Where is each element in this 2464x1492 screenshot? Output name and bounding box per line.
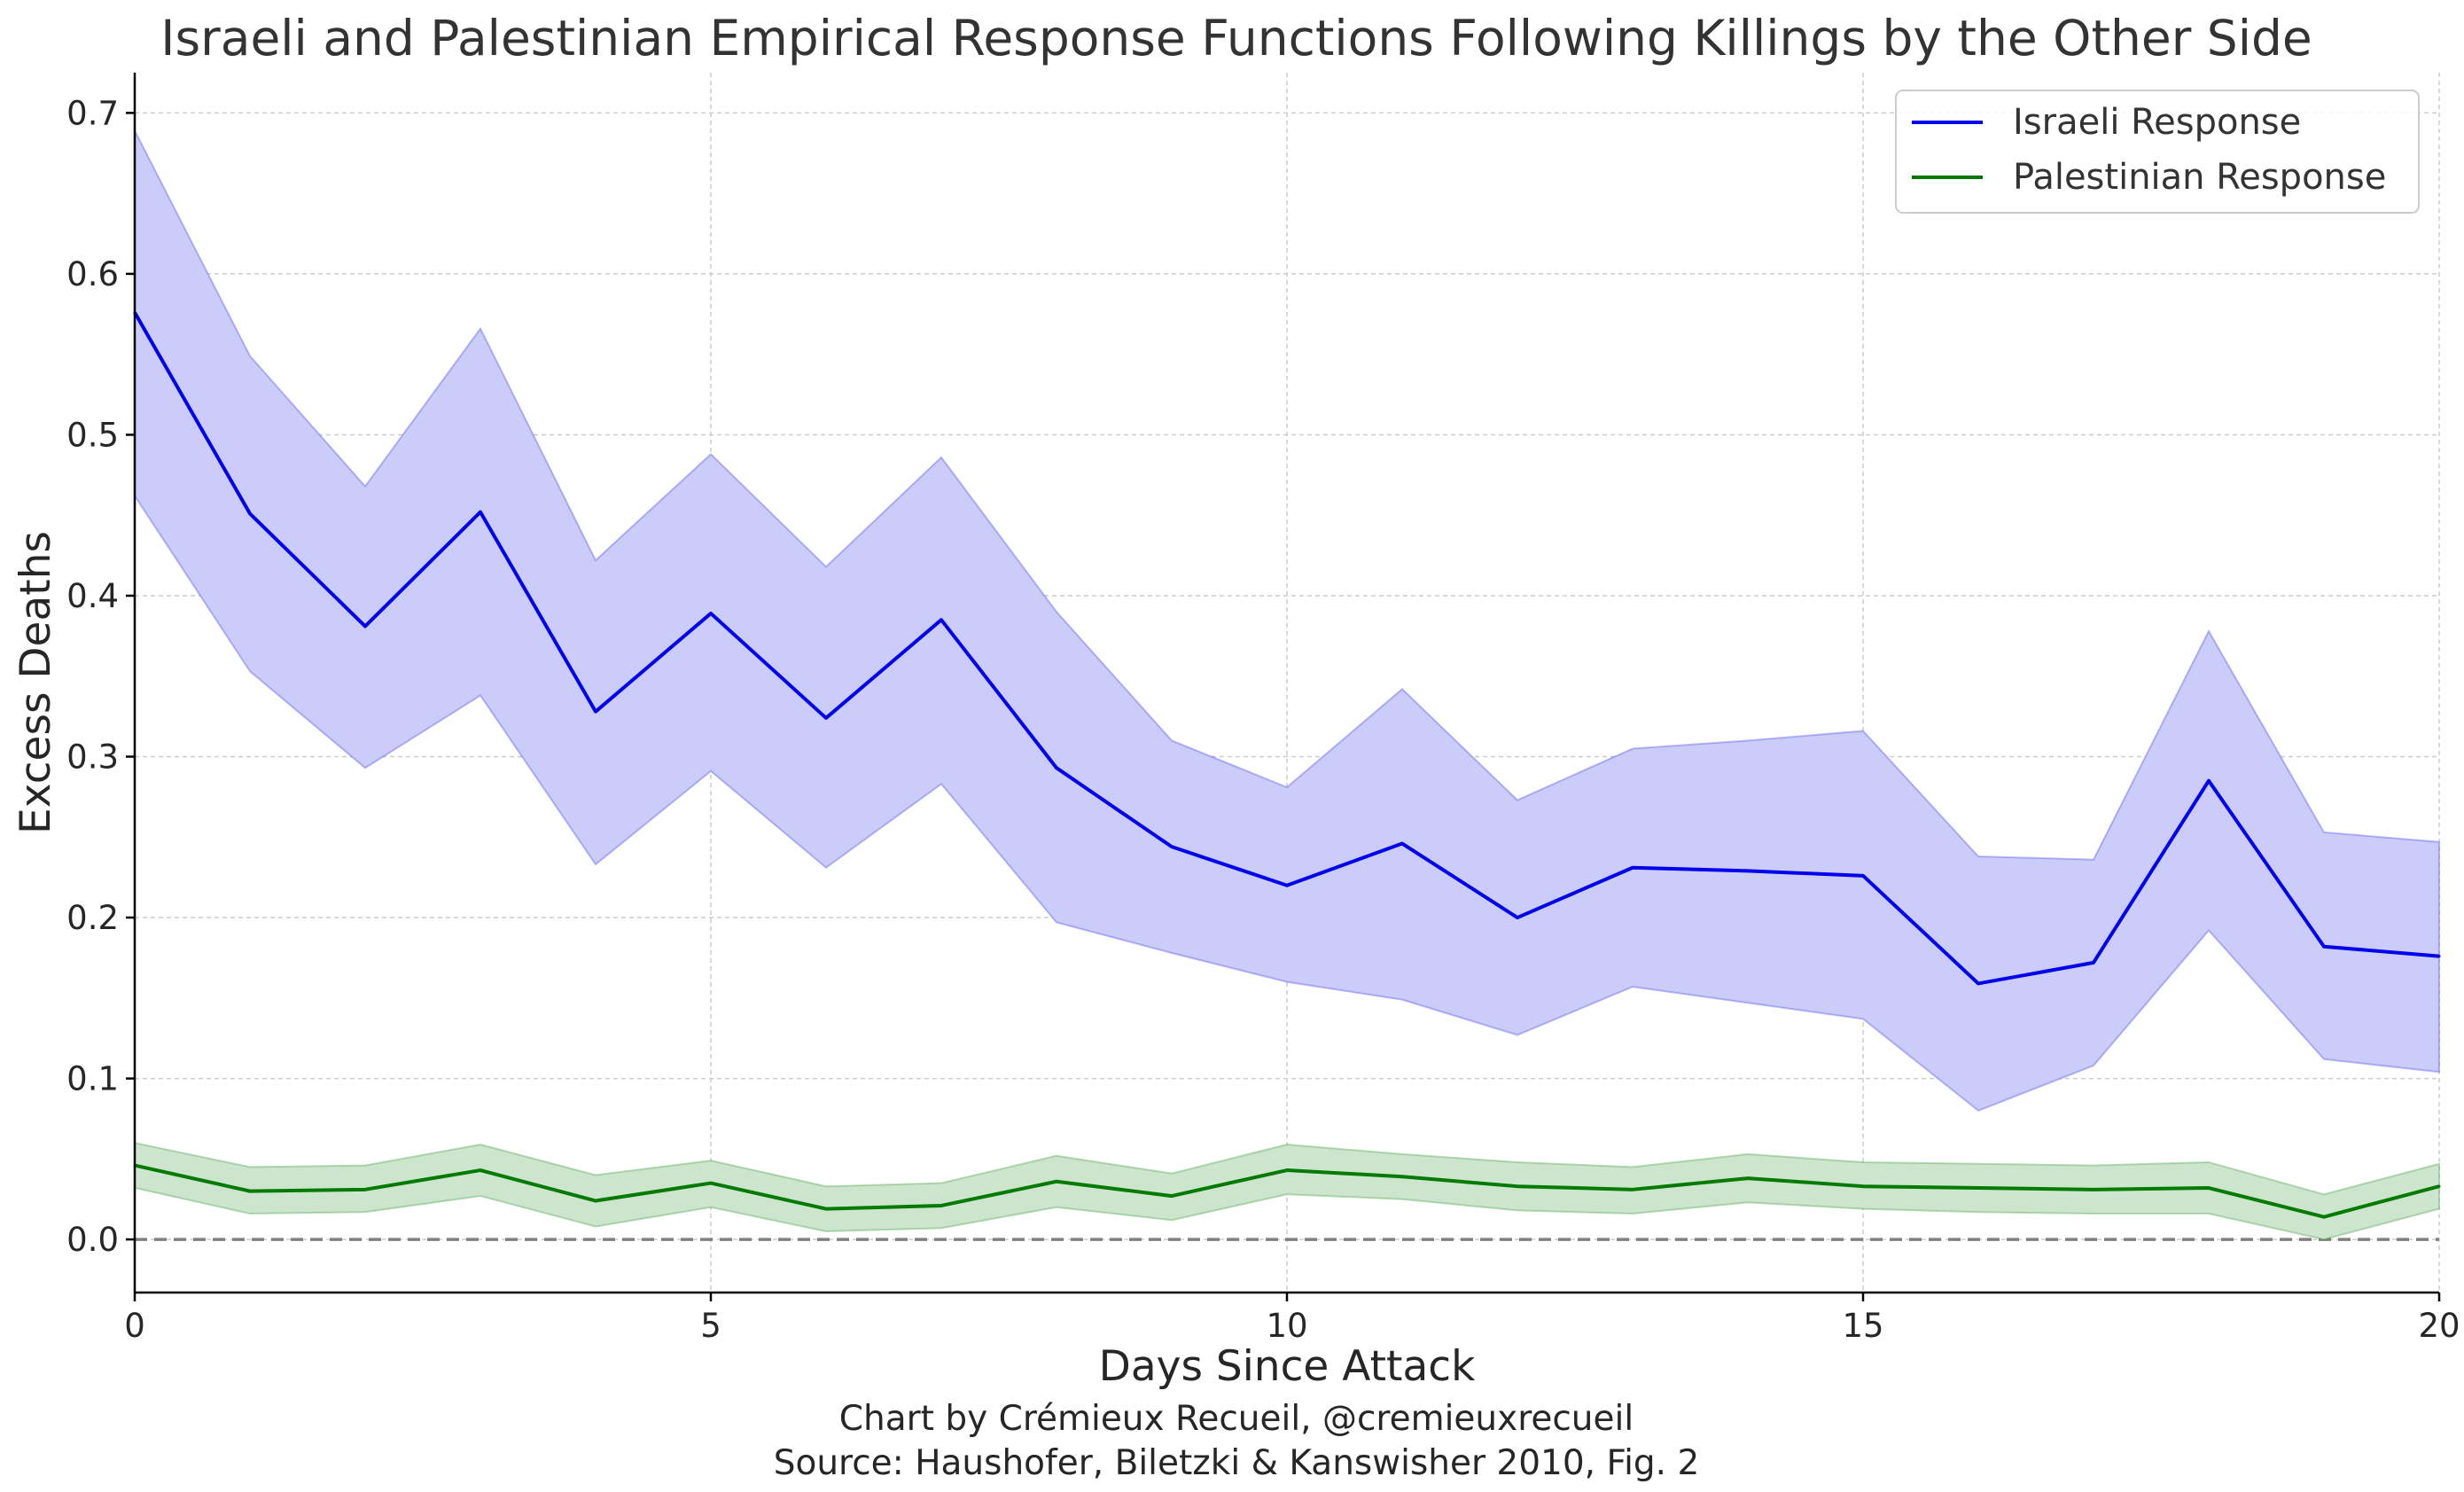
data-point-israeli	[940, 618, 943, 621]
y-tick-label: 0.1	[66, 1060, 119, 1098]
y-axis-label: Excess Deaths	[12, 531, 60, 834]
data-point-palestinian	[1977, 1186, 1980, 1190]
confidence-band-palestinian	[134, 1141, 2440, 1241]
legend: Israeli Response Palestinian Response	[1895, 90, 2420, 214]
data-point-israeli	[363, 624, 367, 628]
chart-title: Israeli and Palestinian Empirical Respon…	[160, 10, 2312, 66]
data-point-palestinian	[1746, 1176, 1750, 1180]
legend-label-israeli: Israeli Response	[2013, 102, 2301, 143]
data-point-palestinian	[1861, 1184, 1865, 1188]
data-point-israeli	[2207, 779, 2211, 783]
x-tick-label: 0	[124, 1307, 145, 1345]
data-point-israeli	[1400, 842, 1404, 846]
x-tick-label: 5	[700, 1307, 721, 1345]
legend-label-palestinian: Palestinian Response	[2013, 157, 2386, 198]
data-point-palestinian	[1631, 1188, 1634, 1191]
data-point-palestinian	[1285, 1168, 1289, 1172]
data-point-palestinian	[1170, 1194, 1174, 1198]
data-point-israeli	[1746, 869, 1750, 872]
data-point-israeli	[1055, 766, 1058, 769]
data-point-israeli	[824, 716, 828, 720]
source-line: Source: Haushofer, Biletzki & Kanswisher…	[774, 1443, 1700, 1483]
data-point-palestinian	[824, 1207, 828, 1211]
series-lines	[133, 310, 2441, 1219]
data-point-israeli	[248, 512, 252, 515]
x-ticks: 0 5 10 15 20	[124, 1293, 2460, 1345]
y-tick-label: 0.4	[66, 577, 119, 615]
y-tick-label: 0.3	[66, 738, 119, 777]
data-point-israeli	[1170, 845, 1174, 848]
data-point-israeli	[479, 511, 482, 514]
x-tick-label: 10	[1266, 1307, 1307, 1345]
data-point-palestinian	[2437, 1184, 2441, 1188]
data-point-israeli	[709, 612, 713, 615]
confidence-bands	[134, 129, 2440, 1241]
x-axis-label: Days Since Attack	[1099, 1342, 1476, 1391]
data-point-israeli	[1631, 866, 1634, 870]
data-point-palestinian	[1516, 1184, 1519, 1188]
y-tick-label: 0.6	[66, 255, 119, 293]
data-point-israeli	[2322, 945, 2326, 949]
data-point-palestinian	[940, 1204, 943, 1207]
data-point-palestinian	[1400, 1175, 1404, 1178]
data-point-palestinian	[594, 1199, 597, 1203]
data-point-israeli	[2092, 961, 2095, 965]
legend-box	[1895, 90, 2420, 214]
credit-line: Chart by Crémieux Recueil, @cremieuxrecu…	[839, 1399, 1634, 1439]
data-point-palestinian	[363, 1188, 367, 1191]
data-point-palestinian	[248, 1190, 252, 1193]
data-point-israeli	[594, 710, 597, 714]
y-tick-label: 0.5	[66, 416, 119, 454]
data-point-palestinian	[2322, 1215, 2326, 1219]
data-point-palestinian	[1055, 1180, 1058, 1183]
data-point-palestinian	[479, 1168, 482, 1172]
y-tick-label: 0.7	[66, 94, 119, 132]
data-point-israeli	[1285, 884, 1289, 887]
x-tick-label: 15	[1842, 1307, 1883, 1345]
y-tick-label: 0.0	[66, 1221, 119, 1259]
x-tick-label: 20	[2418, 1307, 2460, 1345]
y-tick-label: 0.2	[66, 899, 119, 937]
y-ticks: 0.0 0.1 0.2 0.3 0.4 0.5 0.6 0.7	[66, 94, 135, 1259]
data-point-palestinian	[2092, 1188, 2095, 1191]
data-point-israeli	[1516, 916, 1519, 919]
data-point-israeli	[1861, 874, 1865, 878]
data-point-israeli	[1977, 981, 1980, 985]
confidence-band-israeli	[134, 129, 2440, 1113]
data-point-palestinian	[709, 1182, 713, 1185]
data-point-israeli	[2437, 955, 2441, 958]
data-point-palestinian	[2207, 1186, 2211, 1190]
